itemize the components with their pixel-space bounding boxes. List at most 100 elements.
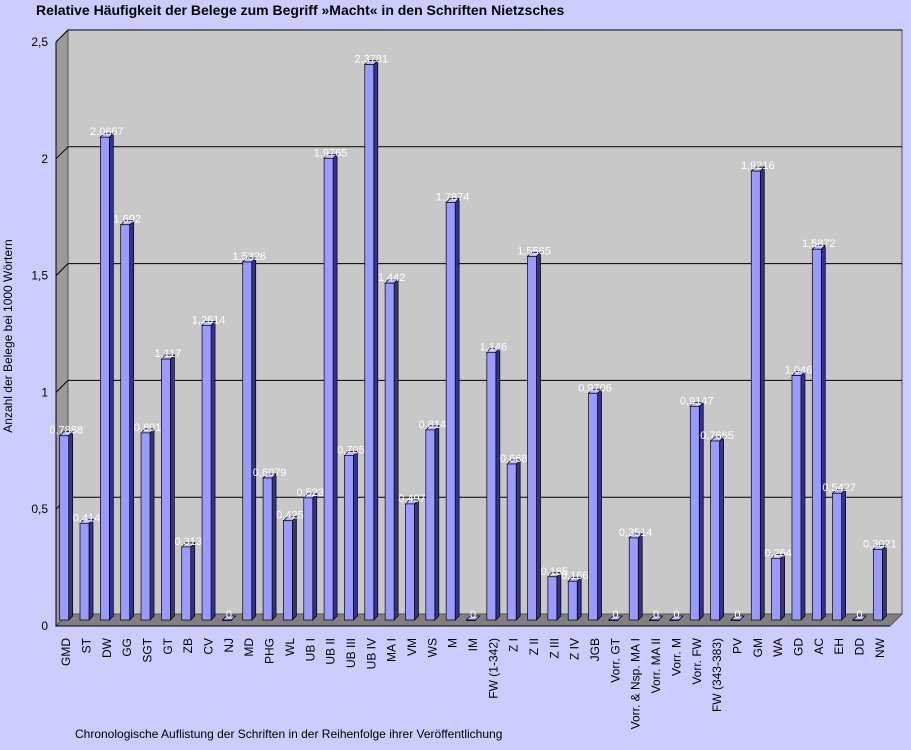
bar-side (68, 430, 74, 621)
bar (567, 580, 578, 621)
x-tick-label: Z III (547, 638, 561, 659)
x-tick-label: UB I (303, 638, 317, 661)
data-label: 0,185 (541, 566, 569, 578)
bar-side (271, 473, 277, 621)
bar-side (210, 320, 216, 621)
data-label: 0,264 (764, 547, 792, 559)
bar-side (454, 197, 460, 621)
y-tick-label: 0 (41, 619, 48, 633)
bar-side (149, 428, 155, 621)
data-label: 2,0667 (90, 126, 124, 138)
bar-side (129, 219, 135, 621)
bar (344, 454, 354, 621)
data-label: 0,668 (500, 453, 528, 465)
data-label: 0,414 (73, 512, 101, 524)
gridline-side (55, 263, 69, 276)
data-label: 0,6079 (253, 467, 287, 479)
bar (120, 224, 131, 621)
x-tick-label: ZB (181, 638, 195, 653)
bar-side (576, 576, 582, 621)
bar (262, 477, 273, 621)
bar-side (780, 553, 785, 621)
bar (811, 248, 822, 621)
data-label: 1,9216 (741, 160, 775, 172)
bar (100, 136, 110, 621)
x-tick-label: UB II (324, 638, 338, 665)
bar-side (515, 459, 521, 621)
x-tick-label: Vorr. GT (608, 637, 622, 682)
x-tick-label: Vorr. FW (690, 637, 704, 684)
bar-side (190, 542, 196, 621)
x-tick-label: DD (852, 638, 866, 656)
data-label: 1,442 (378, 272, 406, 284)
bar-side (881, 544, 887, 621)
data-label: 1,9765 (314, 147, 348, 159)
bar (628, 537, 639, 621)
data-label: 1,5326 (232, 251, 266, 263)
bar-side (495, 347, 501, 621)
data-label: 1,2614 (192, 314, 226, 326)
bar (79, 522, 90, 621)
x-tick-label: GD (791, 638, 805, 656)
bar (364, 64, 375, 621)
data-label: 0 (856, 609, 862, 621)
bar (730, 619, 741, 621)
bar (466, 619, 476, 621)
data-label: 0,801 (134, 422, 162, 434)
x-tick-label: UB III (344, 638, 358, 668)
data-label: 0,497 (398, 493, 426, 505)
bar-side (637, 533, 643, 621)
data-label: 0 (673, 609, 679, 621)
gridline-side (55, 380, 69, 393)
data-label: 1,117 (155, 348, 182, 360)
x-tick-label: GT (161, 637, 175, 654)
x-tick-label: M (446, 638, 460, 648)
bar (283, 520, 293, 621)
data-label: 0,9147 (680, 395, 714, 407)
x-tick-label: WL (283, 638, 297, 656)
bar-side (393, 278, 399, 621)
bar-side (434, 425, 440, 621)
bar (710, 440, 720, 621)
data-label: 0,3021 (863, 538, 897, 550)
x-tick-label: IM (466, 638, 480, 651)
data-label: 0,7888 (49, 425, 83, 437)
x-tick-label: Vorr. M (669, 638, 683, 676)
bar (791, 375, 802, 621)
bar (323, 157, 334, 621)
data-label: 1,7874 (436, 191, 470, 203)
data-label: 1,5872 (802, 238, 836, 250)
y-tick-label: 1,5 (31, 269, 48, 283)
data-label: 0 (226, 609, 232, 621)
y-tick-label: 0,5 (31, 502, 48, 516)
x-tick-label: Z II (527, 638, 541, 655)
bar (445, 202, 456, 621)
x-tick-label: NJ (222, 638, 236, 653)
x-axis-label: Chronologische Auflistung der Schriften … (75, 727, 503, 741)
x-tick-label: VM (405, 638, 419, 656)
x-tick-label: FW (1-342) (486, 638, 500, 699)
x-tick-label: WA (771, 638, 785, 657)
bar (669, 619, 680, 621)
bar-side (820, 244, 826, 621)
bar (161, 358, 171, 621)
x-tick-label: PHG (263, 638, 277, 664)
data-label: 1,5565 (517, 245, 551, 257)
x-tick-label: WS (425, 638, 439, 657)
bar (689, 405, 700, 621)
data-label: 0 (470, 609, 476, 621)
x-tick-label: CV (202, 638, 216, 655)
bar (771, 557, 781, 621)
data-label: 0,814 (419, 419, 447, 431)
bar (872, 549, 883, 621)
y-tick-label: 2 (41, 152, 48, 166)
bar (201, 324, 212, 621)
data-label: 0 (612, 609, 618, 621)
x-tick-label: Z I (507, 638, 521, 652)
data-label: 1,692 (113, 214, 141, 226)
x-tick-label: Vorr. MA II (649, 638, 663, 693)
data-label: 0 (653, 609, 659, 621)
bar-side (841, 488, 846, 621)
data-label: 2,3781 (354, 53, 388, 65)
